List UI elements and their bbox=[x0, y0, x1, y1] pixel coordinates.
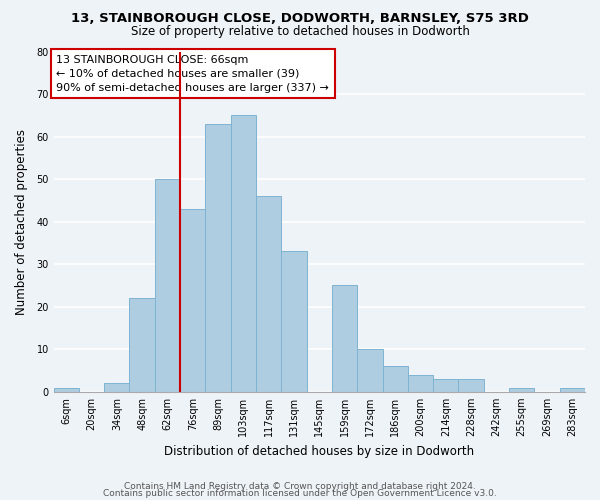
Bar bbox=[180, 209, 205, 392]
Text: Contains HM Land Registry data © Crown copyright and database right 2024.: Contains HM Land Registry data © Crown c… bbox=[124, 482, 476, 491]
Bar bbox=[383, 366, 408, 392]
Bar bbox=[509, 388, 535, 392]
Bar bbox=[357, 350, 383, 392]
Bar bbox=[408, 375, 433, 392]
Text: 13 STAINBOROUGH CLOSE: 66sqm
← 10% of detached houses are smaller (39)
90% of se: 13 STAINBOROUGH CLOSE: 66sqm ← 10% of de… bbox=[56, 55, 329, 93]
Bar bbox=[458, 379, 484, 392]
Bar bbox=[130, 298, 155, 392]
Bar bbox=[560, 388, 585, 392]
Bar bbox=[281, 252, 307, 392]
Bar bbox=[205, 124, 231, 392]
Bar bbox=[155, 179, 180, 392]
Bar bbox=[53, 388, 79, 392]
Bar bbox=[231, 116, 256, 392]
Bar bbox=[104, 384, 130, 392]
Bar bbox=[256, 196, 281, 392]
Bar bbox=[433, 379, 458, 392]
Bar bbox=[332, 286, 357, 392]
Text: Contains public sector information licensed under the Open Government Licence v3: Contains public sector information licen… bbox=[103, 489, 497, 498]
Text: Size of property relative to detached houses in Dodworth: Size of property relative to detached ho… bbox=[131, 25, 469, 38]
X-axis label: Distribution of detached houses by size in Dodworth: Distribution of detached houses by size … bbox=[164, 444, 475, 458]
Text: 13, STAINBOROUGH CLOSE, DODWORTH, BARNSLEY, S75 3RD: 13, STAINBOROUGH CLOSE, DODWORTH, BARNSL… bbox=[71, 12, 529, 26]
Y-axis label: Number of detached properties: Number of detached properties bbox=[15, 128, 28, 314]
